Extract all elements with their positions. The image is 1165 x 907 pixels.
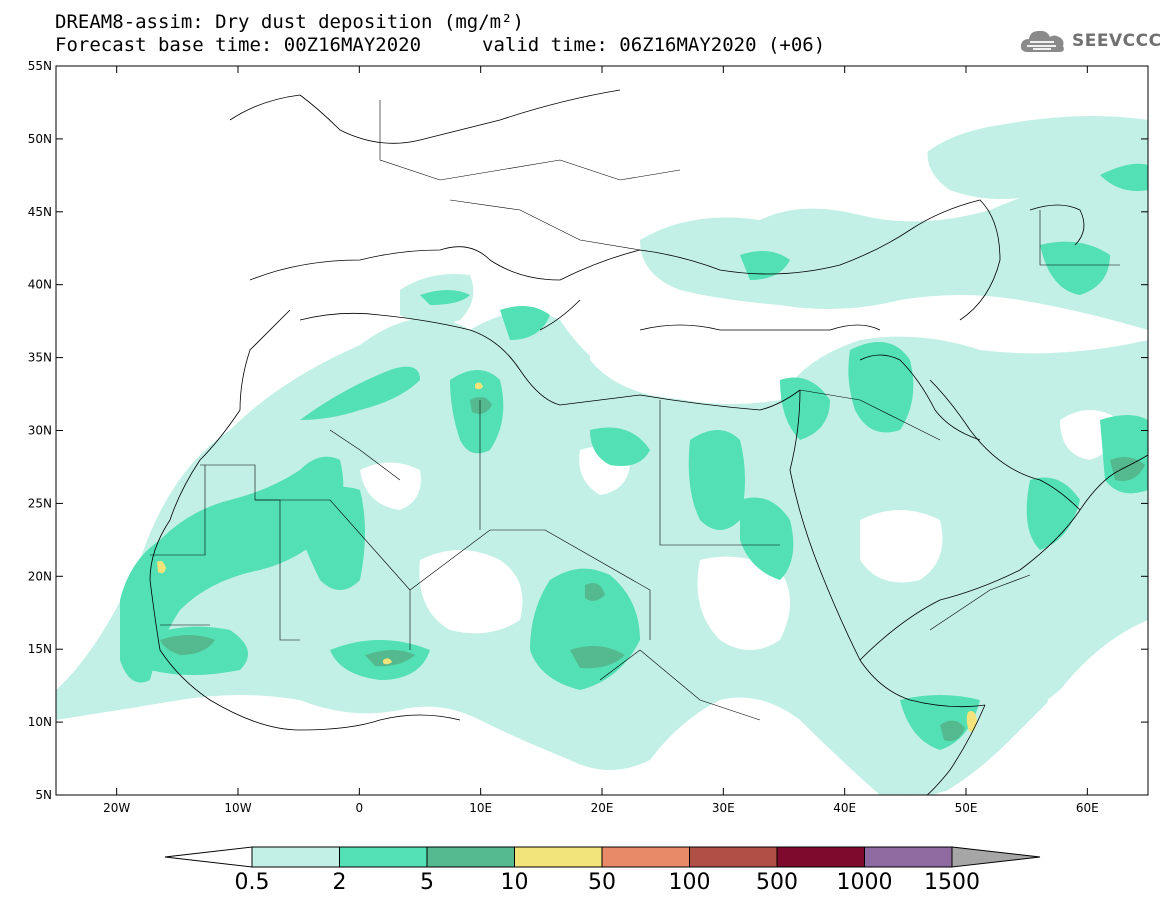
colorbar-label: 1000 [836,870,893,895]
valid-time: valid time: 06Z16MAY2020 (+06) [482,34,826,56]
colorbar-box [426,846,515,868]
colorbar-box [601,846,690,868]
level-5-areas [160,396,1145,742]
seevccc-logo: SEEVCCC [1018,26,1162,56]
colorbar-over-triangle [951,846,1041,868]
colorbar-box [776,846,865,868]
lon-label: 10W [224,801,251,815]
lat-label: 20N [28,569,52,583]
lat-label: 55N [28,59,52,73]
country-borders [150,100,1120,721]
colorbar-box [339,846,428,868]
lat-label: 50N [28,132,52,146]
cloud-icon [1020,30,1064,52]
colorbar-under-triangle [164,846,253,868]
lon-label: 50E [955,801,978,815]
lon-label: 10E [469,801,492,815]
lat-label: 40N [28,278,52,292]
lat-label: 30N [28,424,52,438]
colorbar [164,846,1041,868]
colorbar-box [864,846,953,868]
lon-label: 20W [103,801,130,815]
deposition-field [56,66,1148,795]
lon-label: 40E [833,801,856,815]
lat-label: 10N [28,715,52,729]
lat-label: 5N [35,788,52,802]
colorbar-label: 100 [668,870,711,895]
colorbar-label: 500 [756,870,798,895]
colorbar-label: 2 [332,870,347,895]
colorbar-label: 10 [500,870,529,895]
lat-label: 35N [28,351,52,365]
logo-text: SEEVCCC [1072,31,1162,51]
axis-ticks [56,65,1148,796]
colorbar-box [251,846,340,868]
colorbar-boxes [251,846,953,868]
map-title: DREAM8-assim: Dry dust deposition (mg/m²… [55,11,524,33]
colorbar-label: 5 [420,870,434,895]
level-0-5-areas [56,105,1148,795]
level-10-areas [157,382,977,732]
lat-label: 45N [28,205,52,219]
lon-label: 60E [1076,801,1099,815]
forecast-base-time: Forecast base time: 00Z16MAY2020 [55,34,422,56]
longitude-labels: 20W 10W 0 10E 20E 30E 40E 50E 60E [103,801,1099,815]
lat-label: 15N [28,642,52,656]
lon-label: 0 [356,801,364,815]
colorbar-box [514,846,603,868]
colorbar-label: 50 [588,870,616,895]
coastlines [149,89,1148,795]
colorbar-label: 1500 [924,870,980,895]
lon-label: 30E [712,801,735,815]
colorbar-label: 0.5 [234,870,270,895]
lon-label: 20E [591,801,614,815]
lat-label: 25N [28,496,52,510]
colorbar-box [689,846,778,868]
latitude-labels: 55N 50N 45N 40N 35N 30N 25N 20N 15N 10N 5N [28,59,52,802]
